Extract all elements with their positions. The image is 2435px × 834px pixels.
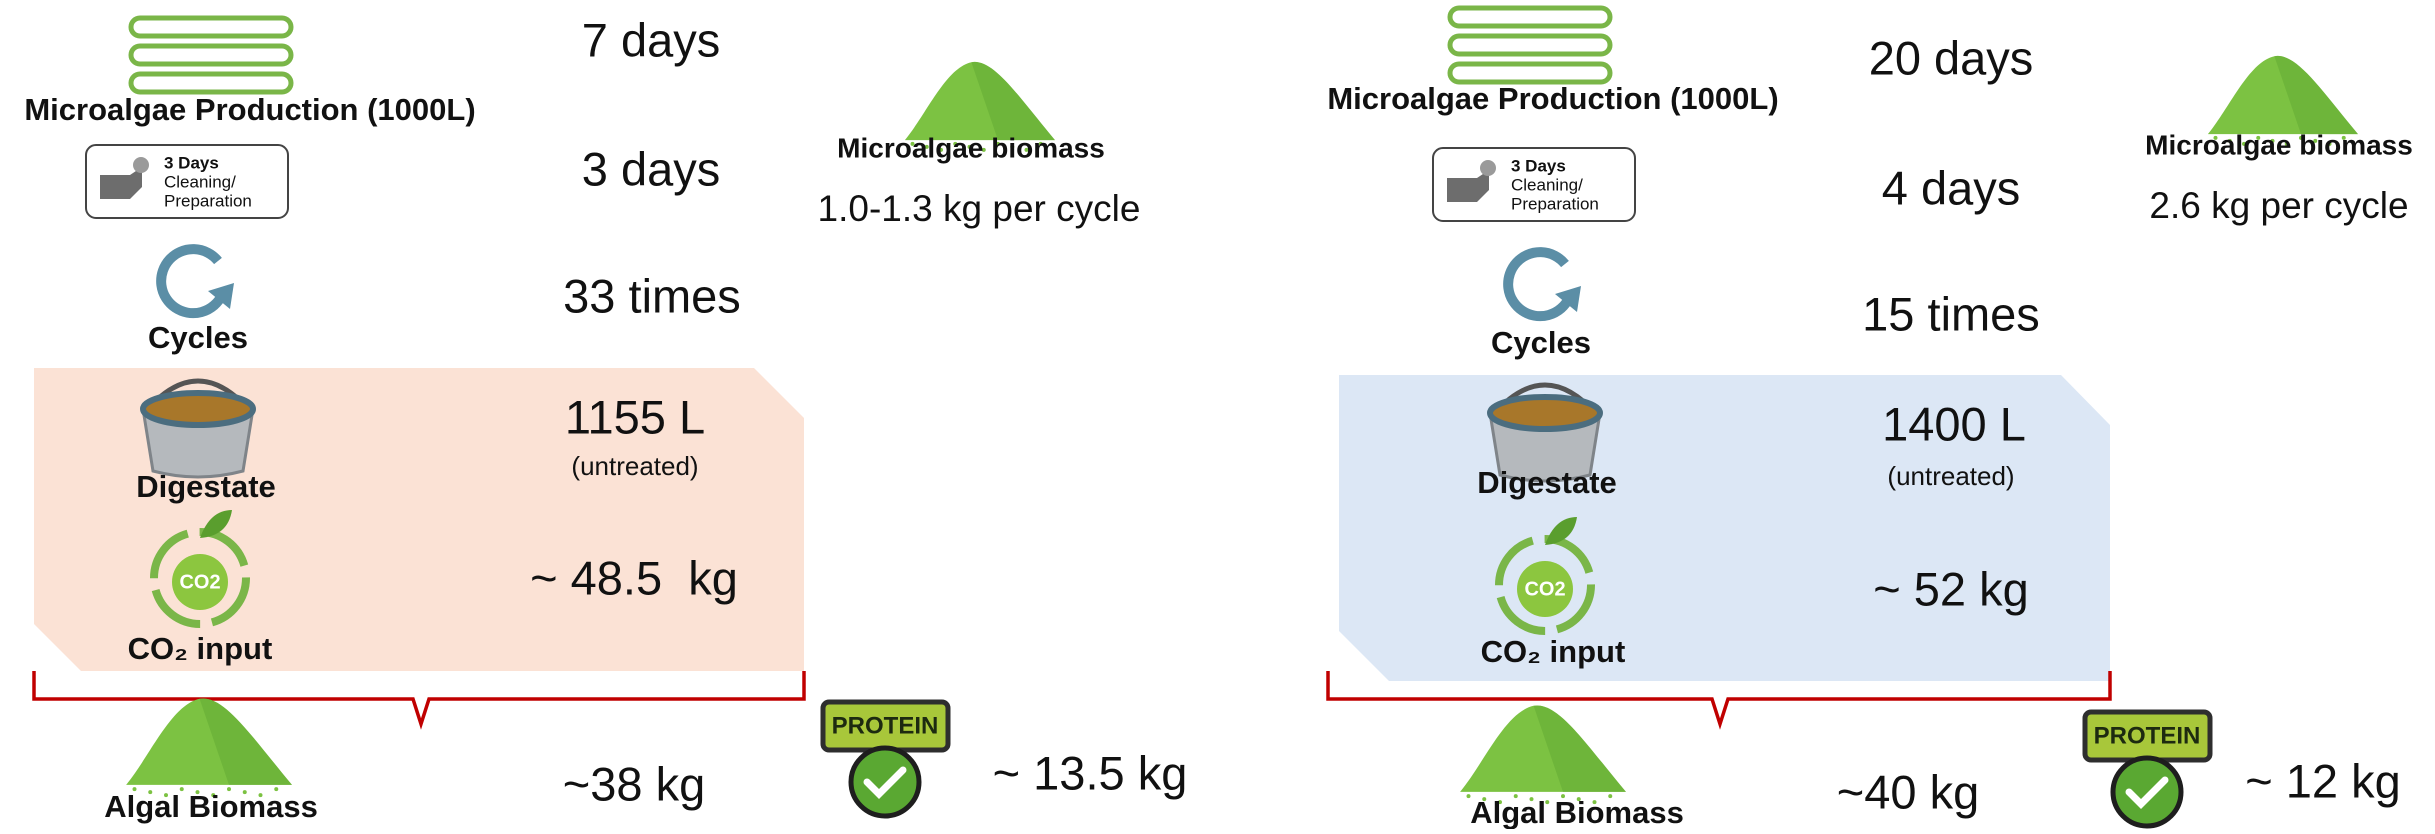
cycles-count: 33 times — [563, 269, 741, 322]
production-icon — [1450, 36, 1610, 54]
production-label: Microalgae Production (1000L) — [1327, 81, 1778, 116]
cycles-label: Cycles — [148, 320, 248, 355]
cleaning-text: Preparation — [1511, 194, 1599, 213]
biomass-amount: 1.0-1.3 kg per cycle — [818, 188, 1141, 229]
co2-icon-text: CO2 — [179, 571, 220, 593]
co2-icon-text: CO2 — [1524, 578, 1565, 600]
digestate-volume: 1155 L — [565, 390, 705, 443]
production-duration: 20 days — [1869, 31, 2034, 84]
digestate-note: (untreated) — [1887, 461, 2014, 491]
algal-label: Algal Biomass — [104, 789, 318, 824]
protein-check — [2113, 758, 2181, 826]
protein-text: PROTEIN — [2094, 722, 2201, 749]
cleaning-text: Cleaning/ — [1511, 175, 1583, 194]
co2-label: CO₂ input — [128, 631, 273, 666]
cleaning-text: 3 Days — [164, 153, 219, 172]
protein-amount: ~ 12 kg — [2245, 754, 2400, 807]
production-icon — [1450, 8, 1610, 26]
biomass-label: Microalgae biomass — [2145, 129, 2413, 160]
cleaning-text: 3 Days — [1511, 156, 1566, 175]
cleaning-duration: 4 days — [1882, 161, 2020, 214]
protein-check — [851, 748, 919, 816]
co2-label: CO₂ input — [1481, 634, 1626, 669]
algal-amount: ~38 kg — [563, 757, 705, 810]
protein-amount: ~ 13.5 kg — [993, 746, 1188, 799]
biomass-label: Microalgae biomass — [837, 132, 1105, 163]
cycles-icon — [1508, 252, 1569, 316]
cycles-count: 15 times — [1862, 287, 2040, 340]
cleaning-duration: 3 days — [582, 142, 720, 195]
production-label: Microalgae Production (1000L) — [24, 92, 475, 127]
digestate-note: (untreated) — [571, 451, 698, 481]
brace — [34, 671, 804, 724]
digestate-label: Digestate — [136, 469, 276, 504]
spray-icon — [1480, 160, 1496, 176]
cleaning-text: Preparation — [164, 191, 252, 210]
production-icon — [1450, 64, 1610, 82]
co2-amount: ~ 52 kg — [1873, 562, 2028, 615]
cleaning-text: Cleaning/ — [164, 172, 236, 191]
spray-icon — [133, 157, 149, 173]
page: {"panels": [ {"production": {"label": "M… — [0, 0, 2435, 829]
production-duration: 7 days — [582, 13, 720, 66]
cycles-icon — [161, 249, 222, 313]
bucket-rim — [143, 393, 253, 425]
cycles-label: Cycles — [1491, 325, 1591, 360]
production-icon — [131, 18, 291, 36]
diagram: Microalgae Production (1000L) 7 days Micro… — [0, 0, 2435, 829]
production-icon — [131, 46, 291, 64]
bucket-rim — [1490, 397, 1600, 429]
algal-label: Algal Biomass — [1470, 795, 1684, 829]
digestate-volume: 1400 L — [1882, 397, 2026, 450]
co2-amount: ~ 48.5 kg — [530, 551, 738, 604]
algal-amount: ~40 kg — [1837, 765, 1979, 818]
production-icon — [131, 74, 291, 92]
digestate-label: Digestate — [1477, 465, 1617, 500]
protein-text: PROTEIN — [832, 712, 939, 739]
biomass-amount: 2.6 kg per cycle — [2149, 185, 2408, 226]
